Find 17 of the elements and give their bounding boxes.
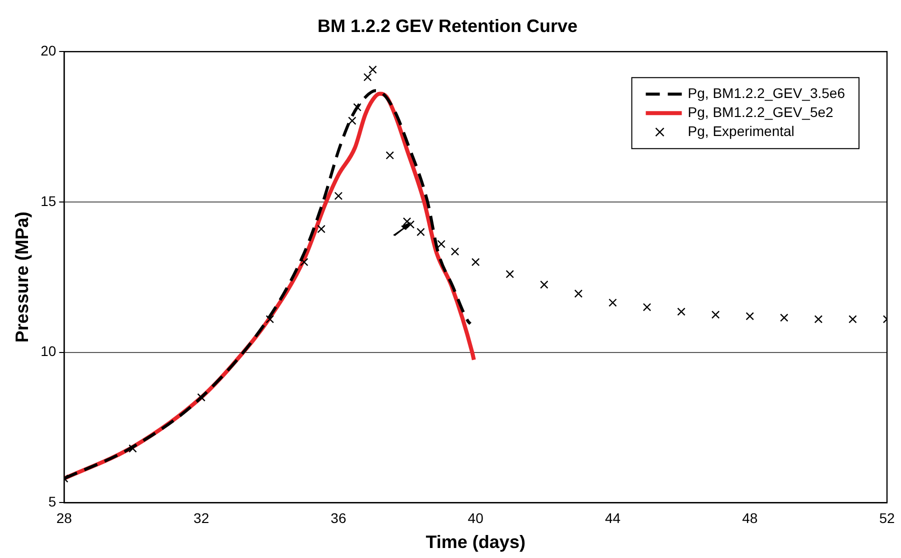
x-tick-label: 36 (330, 510, 346, 526)
x-tick-label: 32 (194, 510, 210, 526)
x-tick-label: 28 (56, 510, 72, 526)
y-axis-title: Pressure (MPa) (12, 212, 32, 343)
legend-label: Pg, BM1.2.2_GEV_3.5e6 (688, 84, 846, 101)
chart-title: BM 1.2.2 GEV Retention Curve (317, 16, 578, 36)
y-tick-label: 20 (40, 42, 56, 58)
x-axis-title: Time (days) (426, 532, 526, 552)
y-tick-label: 5 (48, 493, 56, 510)
x-tick-label: 52 (879, 510, 895, 526)
legend-label: Pg, BM1.2.2_GEV_5e2 (688, 104, 834, 120)
x-tick-label: 44 (604, 510, 621, 526)
x-tick-label: 48 (742, 510, 758, 526)
x-tick-label: 40 (468, 510, 484, 526)
y-tick-label: 10 (40, 343, 56, 360)
legend-label: Pg, Experimental (688, 122, 794, 139)
y-tick-label: 15 (40, 192, 56, 209)
